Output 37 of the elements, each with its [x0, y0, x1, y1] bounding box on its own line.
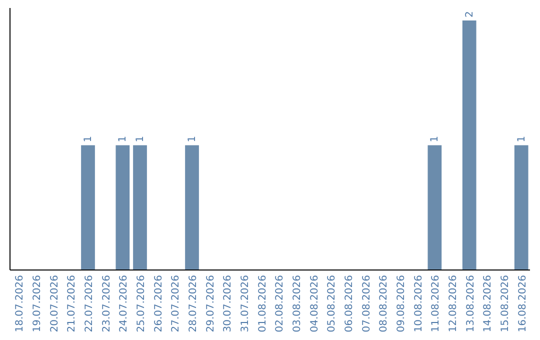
x-tick-label: 13.08.2026: [465, 275, 476, 332]
x-tick-label: 14.08.2026: [482, 275, 494, 332]
x-tick-label: 11.08.2026: [430, 275, 442, 332]
data-label: 1: [118, 136, 129, 142]
data-label: 1: [187, 136, 198, 142]
x-tick-label: 19.07.2026: [32, 275, 43, 332]
x-tick-label: 21.07.2026: [66, 275, 78, 332]
x-tick-label: 23.07.2026: [101, 275, 112, 332]
data-label: 1: [516, 136, 528, 142]
x-tick-label: 28.07.2026: [188, 275, 199, 332]
data-label: 1: [135, 136, 146, 142]
x-tick-label: 25.07.2026: [136, 275, 147, 332]
x-tick-label: 27.07.2026: [170, 275, 182, 332]
x-tick-label: 24.07.2026: [118, 275, 130, 332]
x-tick-label: 06.08.2026: [344, 275, 355, 332]
x-tick-label: 02.08.2026: [274, 275, 286, 332]
data-label: 1: [430, 136, 441, 142]
x-tick-label: 22.07.2026: [84, 275, 95, 332]
x-tick-label: 10.08.2026: [413, 275, 424, 332]
x-tick-label: 15.08.2026: [500, 275, 511, 332]
x-tick-label: 07.08.2026: [361, 275, 372, 332]
x-tick-label: 16.08.2026: [517, 275, 528, 332]
x-tick-label: 26.07.2026: [153, 275, 164, 332]
x-tick-label: 30.07.2026: [222, 275, 234, 332]
x-tick-label: 20.07.2026: [49, 275, 60, 332]
data-label: 1: [83, 136, 94, 142]
x-tick-label: 09.08.2026: [396, 275, 407, 332]
x-tick-label: 12.08.2026: [448, 275, 459, 332]
x-tick-label: 18.07.2026: [14, 275, 26, 332]
data-label: 2: [464, 11, 476, 18]
x-tick-label: 08.08.2026: [378, 275, 390, 332]
x-tick-label: 29.07.2026: [205, 275, 216, 332]
x-tick-label: 31.07.2026: [240, 275, 251, 332]
x-tick-label: 01.08.2026: [257, 275, 268, 332]
x-tick-label: 05.08.2026: [326, 275, 338, 332]
x-tick-label: 04.08.2026: [309, 275, 320, 332]
x-tick-label: 03.08.2026: [292, 275, 303, 332]
